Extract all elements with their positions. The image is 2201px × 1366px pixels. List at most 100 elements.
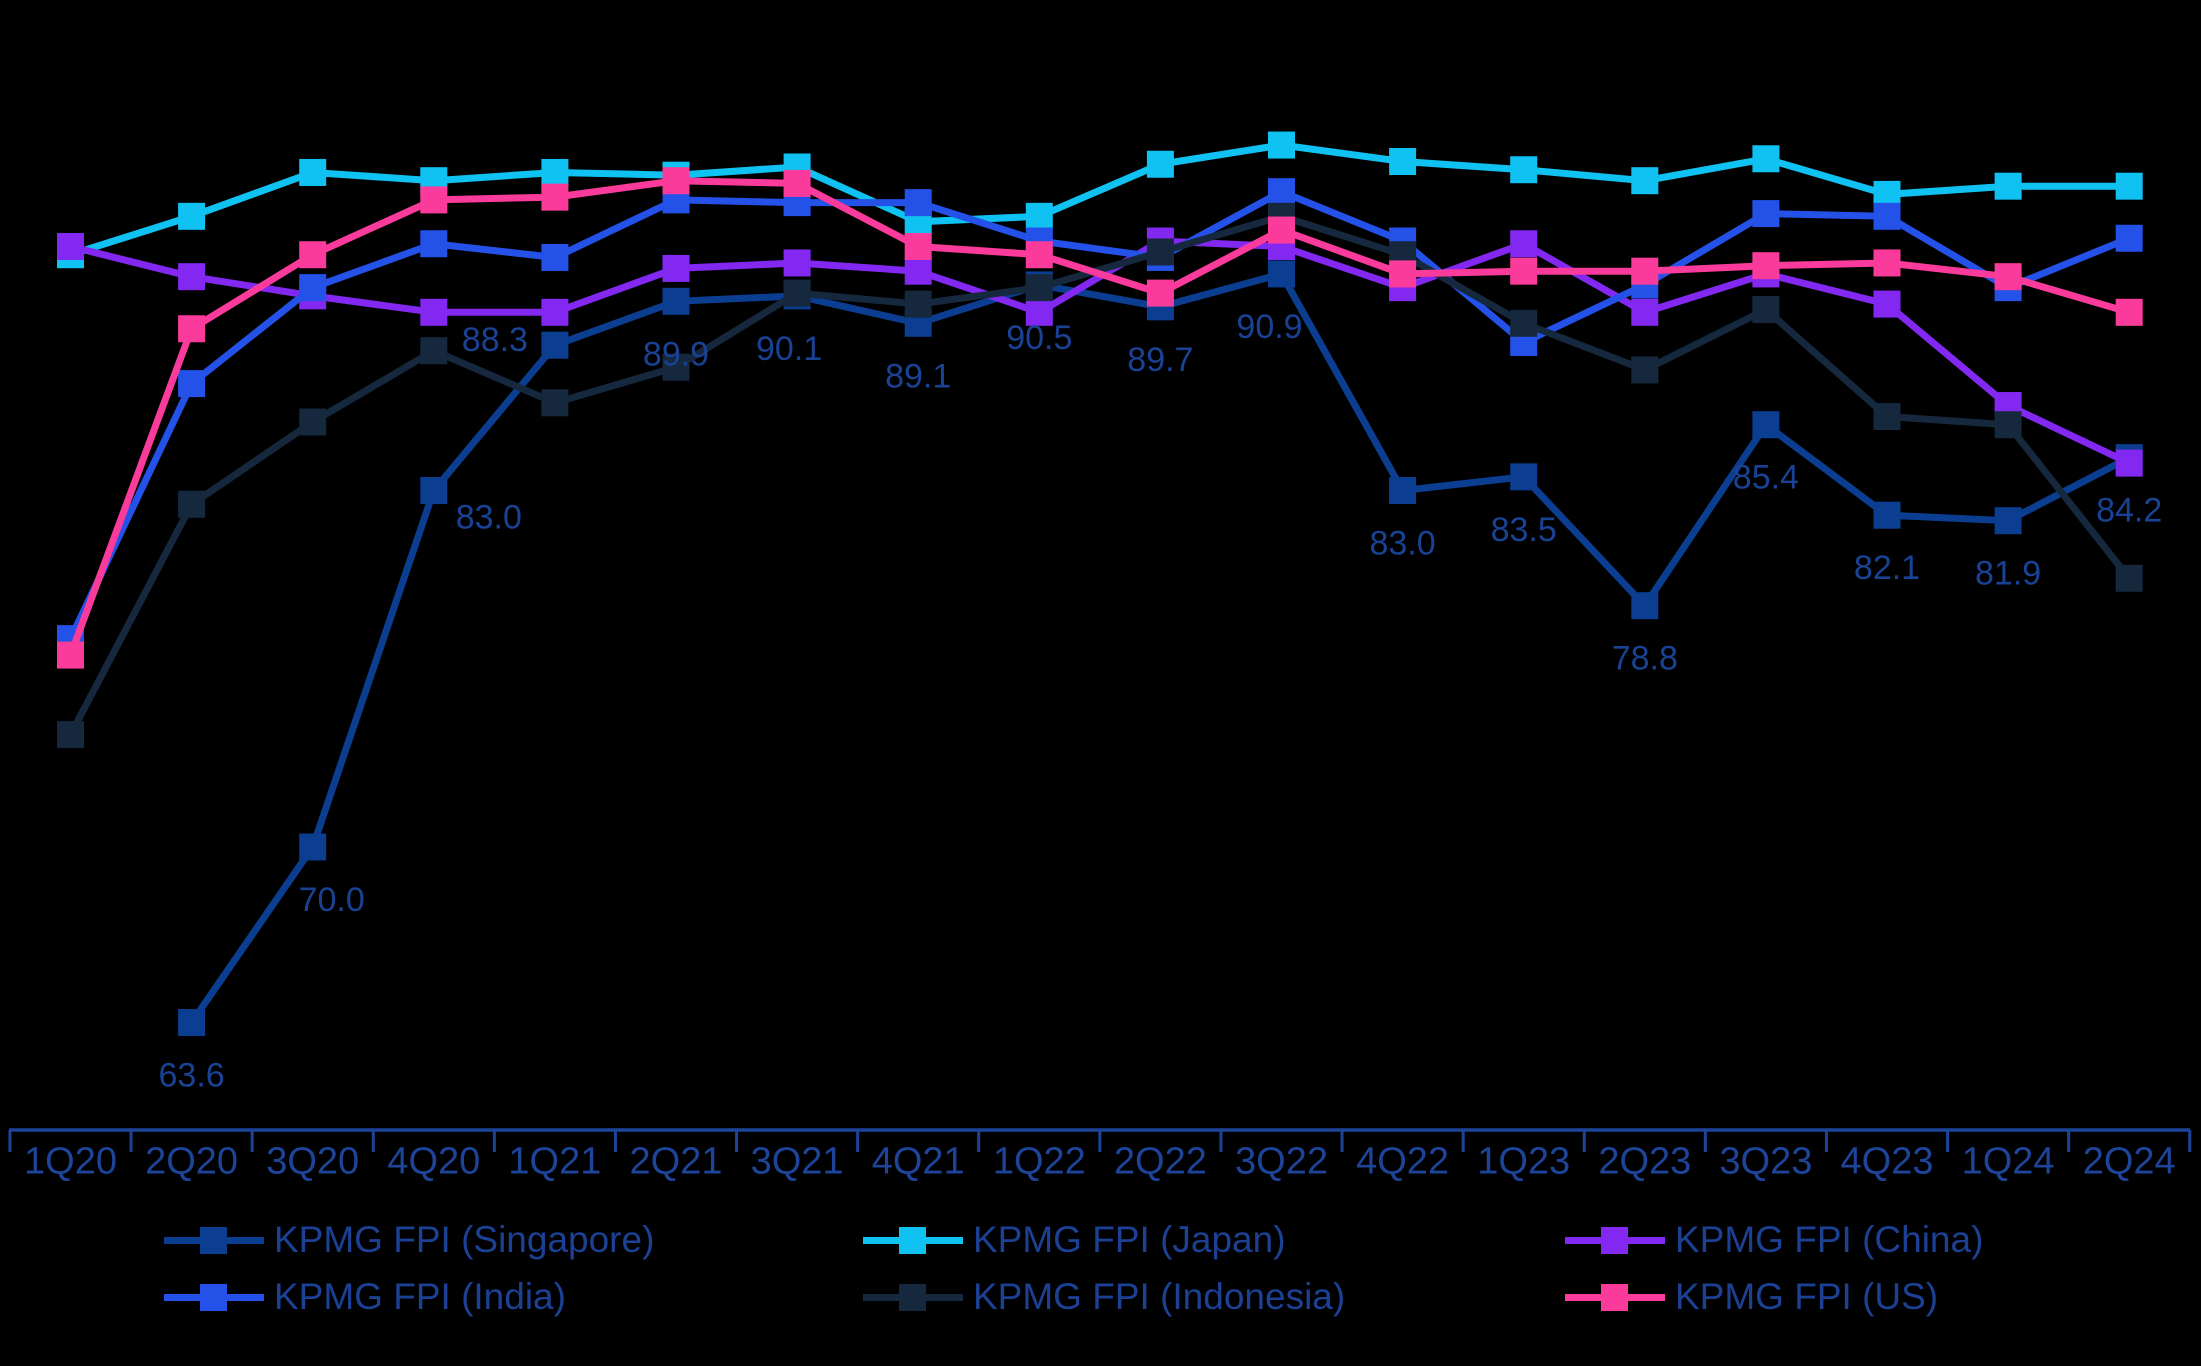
series-japan-marker (1146, 150, 1174, 178)
x-axis-label: 1Q22 (993, 1140, 1086, 1182)
series-indonesia-marker (1510, 309, 1538, 337)
series-india-line (67, 187, 2131, 641)
series-china-marker (541, 298, 569, 326)
x-axis-label: 3Q21 (751, 1140, 844, 1182)
series-us-marker (541, 183, 569, 211)
data-label: 78.8 (1612, 640, 1678, 678)
series-us-marker (420, 186, 448, 214)
series-india-marker (1268, 178, 1295, 206)
x-axis: 1Q20 2Q20 3Q20 4Q20 1Q21 2Q21 3Q21 4Q21 1Q22 2Q22… (8, 1128, 2192, 1182)
series-china-marker (662, 254, 690, 282)
data-label: 90.5 (1006, 319, 1072, 357)
series-singapore-marker (1389, 477, 1417, 505)
series-japan-marker (1268, 131, 1295, 159)
series-japan-marker (1025, 202, 1053, 230)
data-label: 90.9 (1236, 308, 1302, 346)
series-us-marker (178, 315, 206, 343)
data-label: 84.2 (2096, 492, 2162, 530)
series-india-marker (299, 274, 327, 302)
series-china-marker (1873, 290, 1901, 318)
x-axis-label: 1Q21 (508, 1140, 601, 1182)
data-label: 63.6 (159, 1056, 225, 1094)
series-us-marker (1752, 252, 1780, 280)
series-singapore-marker (541, 331, 569, 359)
series-india-marker (178, 370, 206, 398)
series-indonesia-marker (904, 290, 932, 318)
series-indonesia-marker (1025, 274, 1053, 302)
series-us-marker (2115, 298, 2143, 326)
data-label: 83.0 (1370, 525, 1436, 563)
series-indonesia-marker (420, 337, 448, 365)
series-indonesia-marker (662, 353, 690, 381)
x-axis-label: 3Q23 (1719, 1140, 1812, 1182)
series-indonesia-marker (178, 490, 206, 518)
series-india-marker (541, 243, 569, 271)
series-china-marker (783, 249, 811, 277)
x-axis-label: 2Q22 (1114, 1140, 1207, 1182)
x-axis-label: 4Q23 (1841, 1140, 1934, 1182)
series-india (57, 178, 2143, 653)
series-india-marker (1873, 202, 1901, 230)
series-indonesia-marker (299, 408, 327, 436)
series-indonesia-marker (541, 389, 569, 417)
data-label: 83.0 (456, 499, 522, 537)
x-axis-label: 2Q21 (630, 1140, 723, 1182)
series-japan-marker (1389, 148, 1417, 175)
series-indonesia-marker (1994, 411, 2022, 439)
series-us-marker (1994, 263, 2022, 291)
series-us-marker (904, 233, 932, 261)
series-japan-marker (299, 158, 327, 186)
series-us (57, 167, 2143, 669)
series-indonesia-marker (1146, 238, 1174, 266)
series-indonesia-line (67, 212, 2132, 737)
series-us-marker (1268, 216, 1295, 244)
x-axis-label: 1Q23 (1477, 1140, 1570, 1182)
series-singapore-marker (1752, 411, 1780, 439)
series-singapore-labels: 63.6 70.0 83.0 88.3 89.9 90.1 89.1 90.5 89.7 90.9… (159, 308, 2163, 1095)
series-japan-marker (178, 202, 206, 230)
series-china-marker (420, 298, 448, 326)
series-us-marker (1873, 249, 1901, 277)
series-india-marker (420, 230, 448, 258)
x-axis-label: 2Q24 (2083, 1140, 2176, 1182)
series-japan-marker (541, 158, 569, 186)
series-us-line (67, 177, 2131, 657)
x-axis-label: 3Q20 (266, 1140, 359, 1182)
series-china-marker (904, 257, 932, 285)
x-axis-label: 1Q20 (24, 1140, 117, 1182)
series-japan-marker (1510, 156, 1538, 184)
series-singapore-marker (1631, 592, 1659, 620)
series-singapore-marker (178, 1008, 206, 1036)
series-japan-marker (1994, 172, 2022, 200)
data-label: 85.4 (1733, 459, 1799, 497)
series-singapore-marker (1873, 501, 1901, 529)
series-china-marker (1510, 230, 1538, 258)
series-china-marker (1631, 298, 1659, 326)
series-china-marker (2115, 449, 2143, 477)
series-indonesia-marker (2115, 564, 2143, 592)
series-india-marker (2115, 224, 2143, 252)
series-china-marker (57, 233, 84, 261)
series-india-marker (904, 189, 932, 217)
x-axis-label: 3Q22 (1235, 1140, 1328, 1182)
series-singapore-marker (1510, 463, 1538, 491)
x-axis-label: 2Q20 (145, 1140, 238, 1182)
series-us-marker (1389, 260, 1417, 288)
series-indonesia-marker (1873, 403, 1901, 431)
data-label: 81.9 (1975, 555, 2041, 593)
series-china-marker (1025, 298, 1053, 326)
data-label: 90.1 (756, 330, 822, 368)
data-label: 88.3 (462, 321, 528, 359)
series-japan-marker (1752, 145, 1780, 173)
series-singapore-marker (299, 833, 327, 861)
series-us-marker (299, 241, 327, 269)
data-label: 89.9 (643, 335, 709, 373)
x-axis-label: 4Q20 (387, 1140, 480, 1182)
series-india-marker (1752, 200, 1780, 228)
series-us-marker (1510, 257, 1538, 285)
series-japan-line (69, 141, 2130, 259)
series-indonesia-marker (1631, 356, 1659, 384)
series-indonesia-marker (57, 721, 84, 749)
series-singapore-line (188, 269, 2131, 1025)
